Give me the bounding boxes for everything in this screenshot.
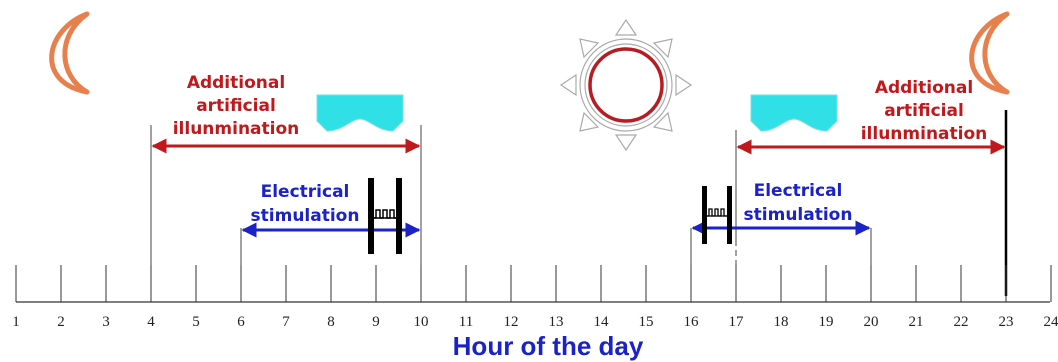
tick-label-9: 9 xyxy=(372,314,380,330)
label-line: illunmination xyxy=(173,119,300,139)
tick-label-19: 19 xyxy=(819,314,834,330)
label-line: stimulation xyxy=(251,206,360,226)
tick-label-20: 20 xyxy=(864,314,879,330)
tick-label-13: 13 xyxy=(549,314,564,330)
tick-label-23: 23 xyxy=(999,314,1014,330)
label-line: illunmination xyxy=(861,124,988,144)
tick-label-18: 18 xyxy=(774,314,789,330)
tick-label-17: 17 xyxy=(729,314,745,330)
tick-label-6: 6 xyxy=(237,314,245,330)
tick-label-3: 3 xyxy=(102,314,110,330)
stimulator-icon xyxy=(702,186,732,244)
tick-label-15: 15 xyxy=(639,314,654,330)
lamp-icon xyxy=(317,95,403,131)
evening-illumination-label: Additional artificial illunmination xyxy=(861,78,988,144)
tick-label-24: 24 xyxy=(1044,314,1058,330)
moon-icon xyxy=(52,14,87,92)
tick-label-21: 21 xyxy=(909,314,924,330)
tick-label-12: 12 xyxy=(504,314,519,330)
tick-label-8: 8 xyxy=(327,314,335,330)
label-line: Electrical xyxy=(754,181,843,201)
moon-icon xyxy=(972,14,1007,92)
tick-label-2: 2 xyxy=(57,314,65,330)
lamp-icon xyxy=(751,95,837,131)
label-line: Electrical xyxy=(261,182,350,202)
sun-icon xyxy=(561,20,691,150)
label-line: Additional xyxy=(187,73,285,93)
tick-label-4: 4 xyxy=(147,314,155,330)
timeline-axis: 1 2 3 4 5 6 7 8 9 10 11 12 13 14 15 16 17 18 19 20 21 22 23 24 xyxy=(12,265,1058,330)
morning-illumination-label: Additional artificial illunmination xyxy=(173,73,300,139)
morning-stimulation-label: Electrical stimulation xyxy=(251,182,360,226)
tick-label-1: 1 xyxy=(12,314,20,330)
tick-label-16: 16 xyxy=(684,314,700,330)
label-line: artificial xyxy=(884,101,964,121)
label-line: stimulation xyxy=(744,205,853,225)
label-line: Additional xyxy=(875,78,973,98)
axis-title: Hour of the day xyxy=(453,331,644,361)
tick-label-7: 7 xyxy=(282,314,290,330)
label-line: artificial xyxy=(196,96,276,116)
tick-label-5: 5 xyxy=(192,314,200,330)
evening-stimulation-label: Electrical stimulation xyxy=(744,181,853,225)
tick-label-11: 11 xyxy=(459,314,473,330)
stimulator-icon xyxy=(368,178,402,254)
tick-label-10: 10 xyxy=(414,314,429,330)
tick-label-14: 14 xyxy=(594,314,610,330)
tick-label-22: 22 xyxy=(954,314,969,330)
